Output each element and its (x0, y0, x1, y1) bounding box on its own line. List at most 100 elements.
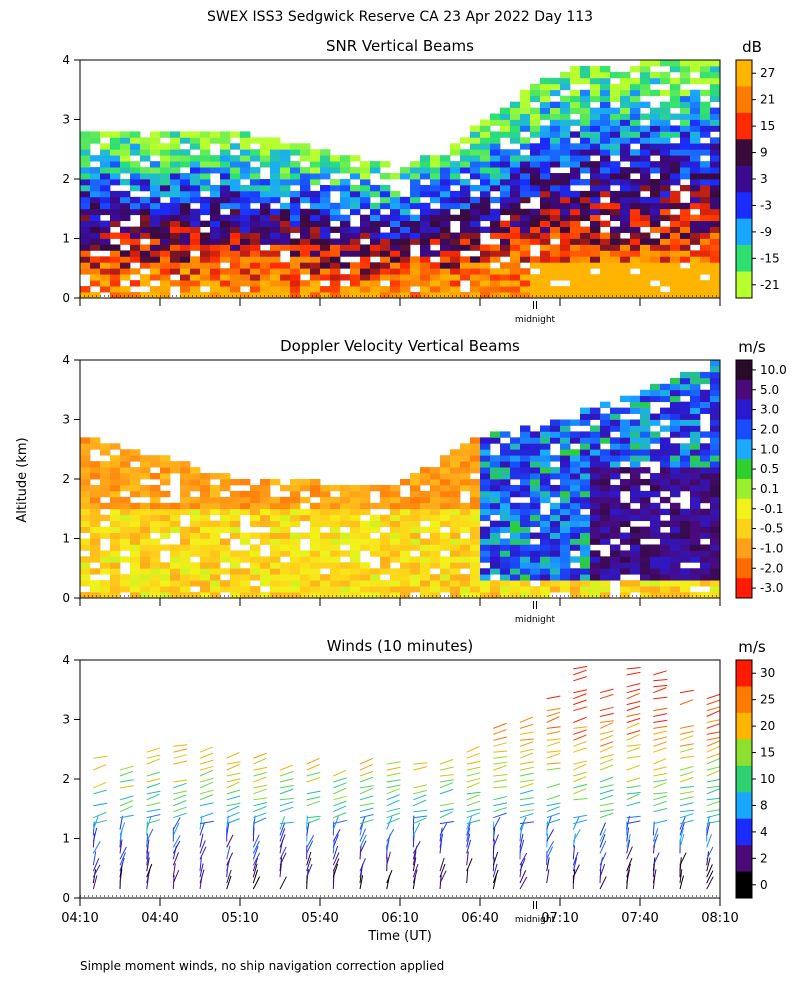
heatmap-cell (650, 449, 660, 455)
heatmap-cell (570, 420, 580, 426)
heatmap-cell (490, 533, 500, 539)
heatmap-cell (570, 515, 580, 521)
heatmap-cell (670, 396, 680, 402)
heatmap-cell (630, 227, 640, 233)
heatmap-cell (390, 521, 400, 527)
heatmap-cell (630, 550, 640, 556)
heatmap-cell (200, 233, 210, 239)
heatmap-cell (320, 515, 330, 521)
heatmap-cell (160, 286, 170, 292)
heatmap-cell (380, 550, 390, 556)
heatmap-cell (500, 185, 510, 191)
heatmap-cell (680, 280, 690, 286)
heatmap-cell (590, 443, 600, 449)
heatmap-cell (220, 521, 230, 527)
heatmap-cell (370, 161, 380, 167)
heatmap-cell (370, 586, 380, 592)
heatmap-cell (500, 239, 510, 245)
heatmap-cell (450, 473, 460, 479)
heatmap-cell (520, 431, 530, 437)
wind-barb (653, 809, 667, 812)
heatmap-cell (690, 66, 700, 72)
wind-barb (93, 841, 100, 853)
wind-barb (600, 877, 606, 890)
heatmap-cell (150, 197, 160, 203)
heatmap-cell (560, 161, 570, 167)
wind-profile (627, 668, 641, 890)
heatmap-cell (540, 550, 550, 556)
heatmap-cell (140, 580, 150, 586)
heatmap-cell (290, 550, 300, 556)
heatmap-cell (440, 521, 450, 527)
heatmap-cell (700, 108, 710, 114)
heatmap-cell (300, 197, 310, 203)
wind-barb (600, 694, 613, 698)
wind-barb (360, 815, 374, 818)
heatmap-cell (500, 161, 510, 167)
wind-barb (653, 731, 667, 735)
heatmap-cell (680, 449, 690, 455)
heatmap-cell (400, 262, 410, 268)
heatmap-cell (640, 66, 650, 72)
wind-barb (547, 763, 561, 764)
heatmap-cell (450, 527, 460, 533)
heatmap-cell (670, 408, 680, 414)
heatmap-cell (420, 515, 430, 521)
heatmap-cell (200, 515, 210, 521)
heatmap-cell (460, 233, 470, 239)
heatmap-cell (260, 515, 270, 521)
heatmap-cell (610, 286, 620, 292)
heatmap-cell (390, 191, 400, 197)
heatmap-cell (350, 244, 360, 250)
heatmap-cell (110, 461, 120, 467)
heatmap-cell (490, 562, 500, 568)
heatmap-cell (690, 509, 700, 515)
heatmap-cell (430, 550, 440, 556)
heatmap-cell (580, 203, 590, 209)
heatmap-cell (250, 491, 260, 497)
heatmap-cell (410, 562, 420, 568)
heatmap-cell (620, 209, 630, 215)
heatmap-cell (520, 515, 530, 521)
heatmap-cell (590, 533, 600, 539)
heatmap-cell (100, 173, 110, 179)
heatmap-cell (180, 592, 190, 598)
heatmap-cell (470, 568, 480, 574)
heatmap-cell (250, 503, 260, 509)
heatmap-cell (340, 509, 350, 515)
heatmap-cell (580, 114, 590, 120)
heatmap-cell (390, 286, 400, 292)
heatmap-cell (680, 568, 690, 574)
heatmap-cell (120, 449, 130, 455)
heatmap-cell (700, 120, 710, 126)
heatmap-cell (470, 244, 480, 250)
heatmap-cell (690, 539, 700, 545)
heatmap-cell (670, 66, 680, 72)
heatmap-cell (580, 244, 590, 250)
heatmap-cell (630, 586, 640, 592)
heatmap-cell (590, 491, 600, 497)
wind-barb (173, 800, 186, 805)
heatmap-cell (600, 527, 610, 533)
heatmap-cell (210, 137, 220, 143)
wind-barb (413, 841, 420, 853)
heatmap-cell (200, 179, 210, 185)
heatmap-cell (110, 274, 120, 280)
wind-barb (573, 815, 587, 818)
heatmap-cell (630, 539, 640, 545)
wind-barb (467, 809, 481, 812)
heatmap-cell (520, 120, 530, 126)
heatmap-cell (410, 268, 420, 274)
heatmap-cell (570, 72, 580, 78)
heatmap-cell (700, 443, 710, 449)
wind-barb (520, 717, 533, 723)
heatmap-cell (410, 215, 420, 221)
heatmap-cell (640, 586, 650, 592)
wind-barb (467, 783, 480, 788)
heatmap-cell (170, 527, 180, 533)
colorbar-label: 20 (760, 719, 775, 733)
heatmap-cell (170, 149, 180, 155)
heatmap-cell (490, 244, 500, 250)
heatmap-cell (160, 262, 170, 268)
heatmap-cell (660, 215, 670, 221)
